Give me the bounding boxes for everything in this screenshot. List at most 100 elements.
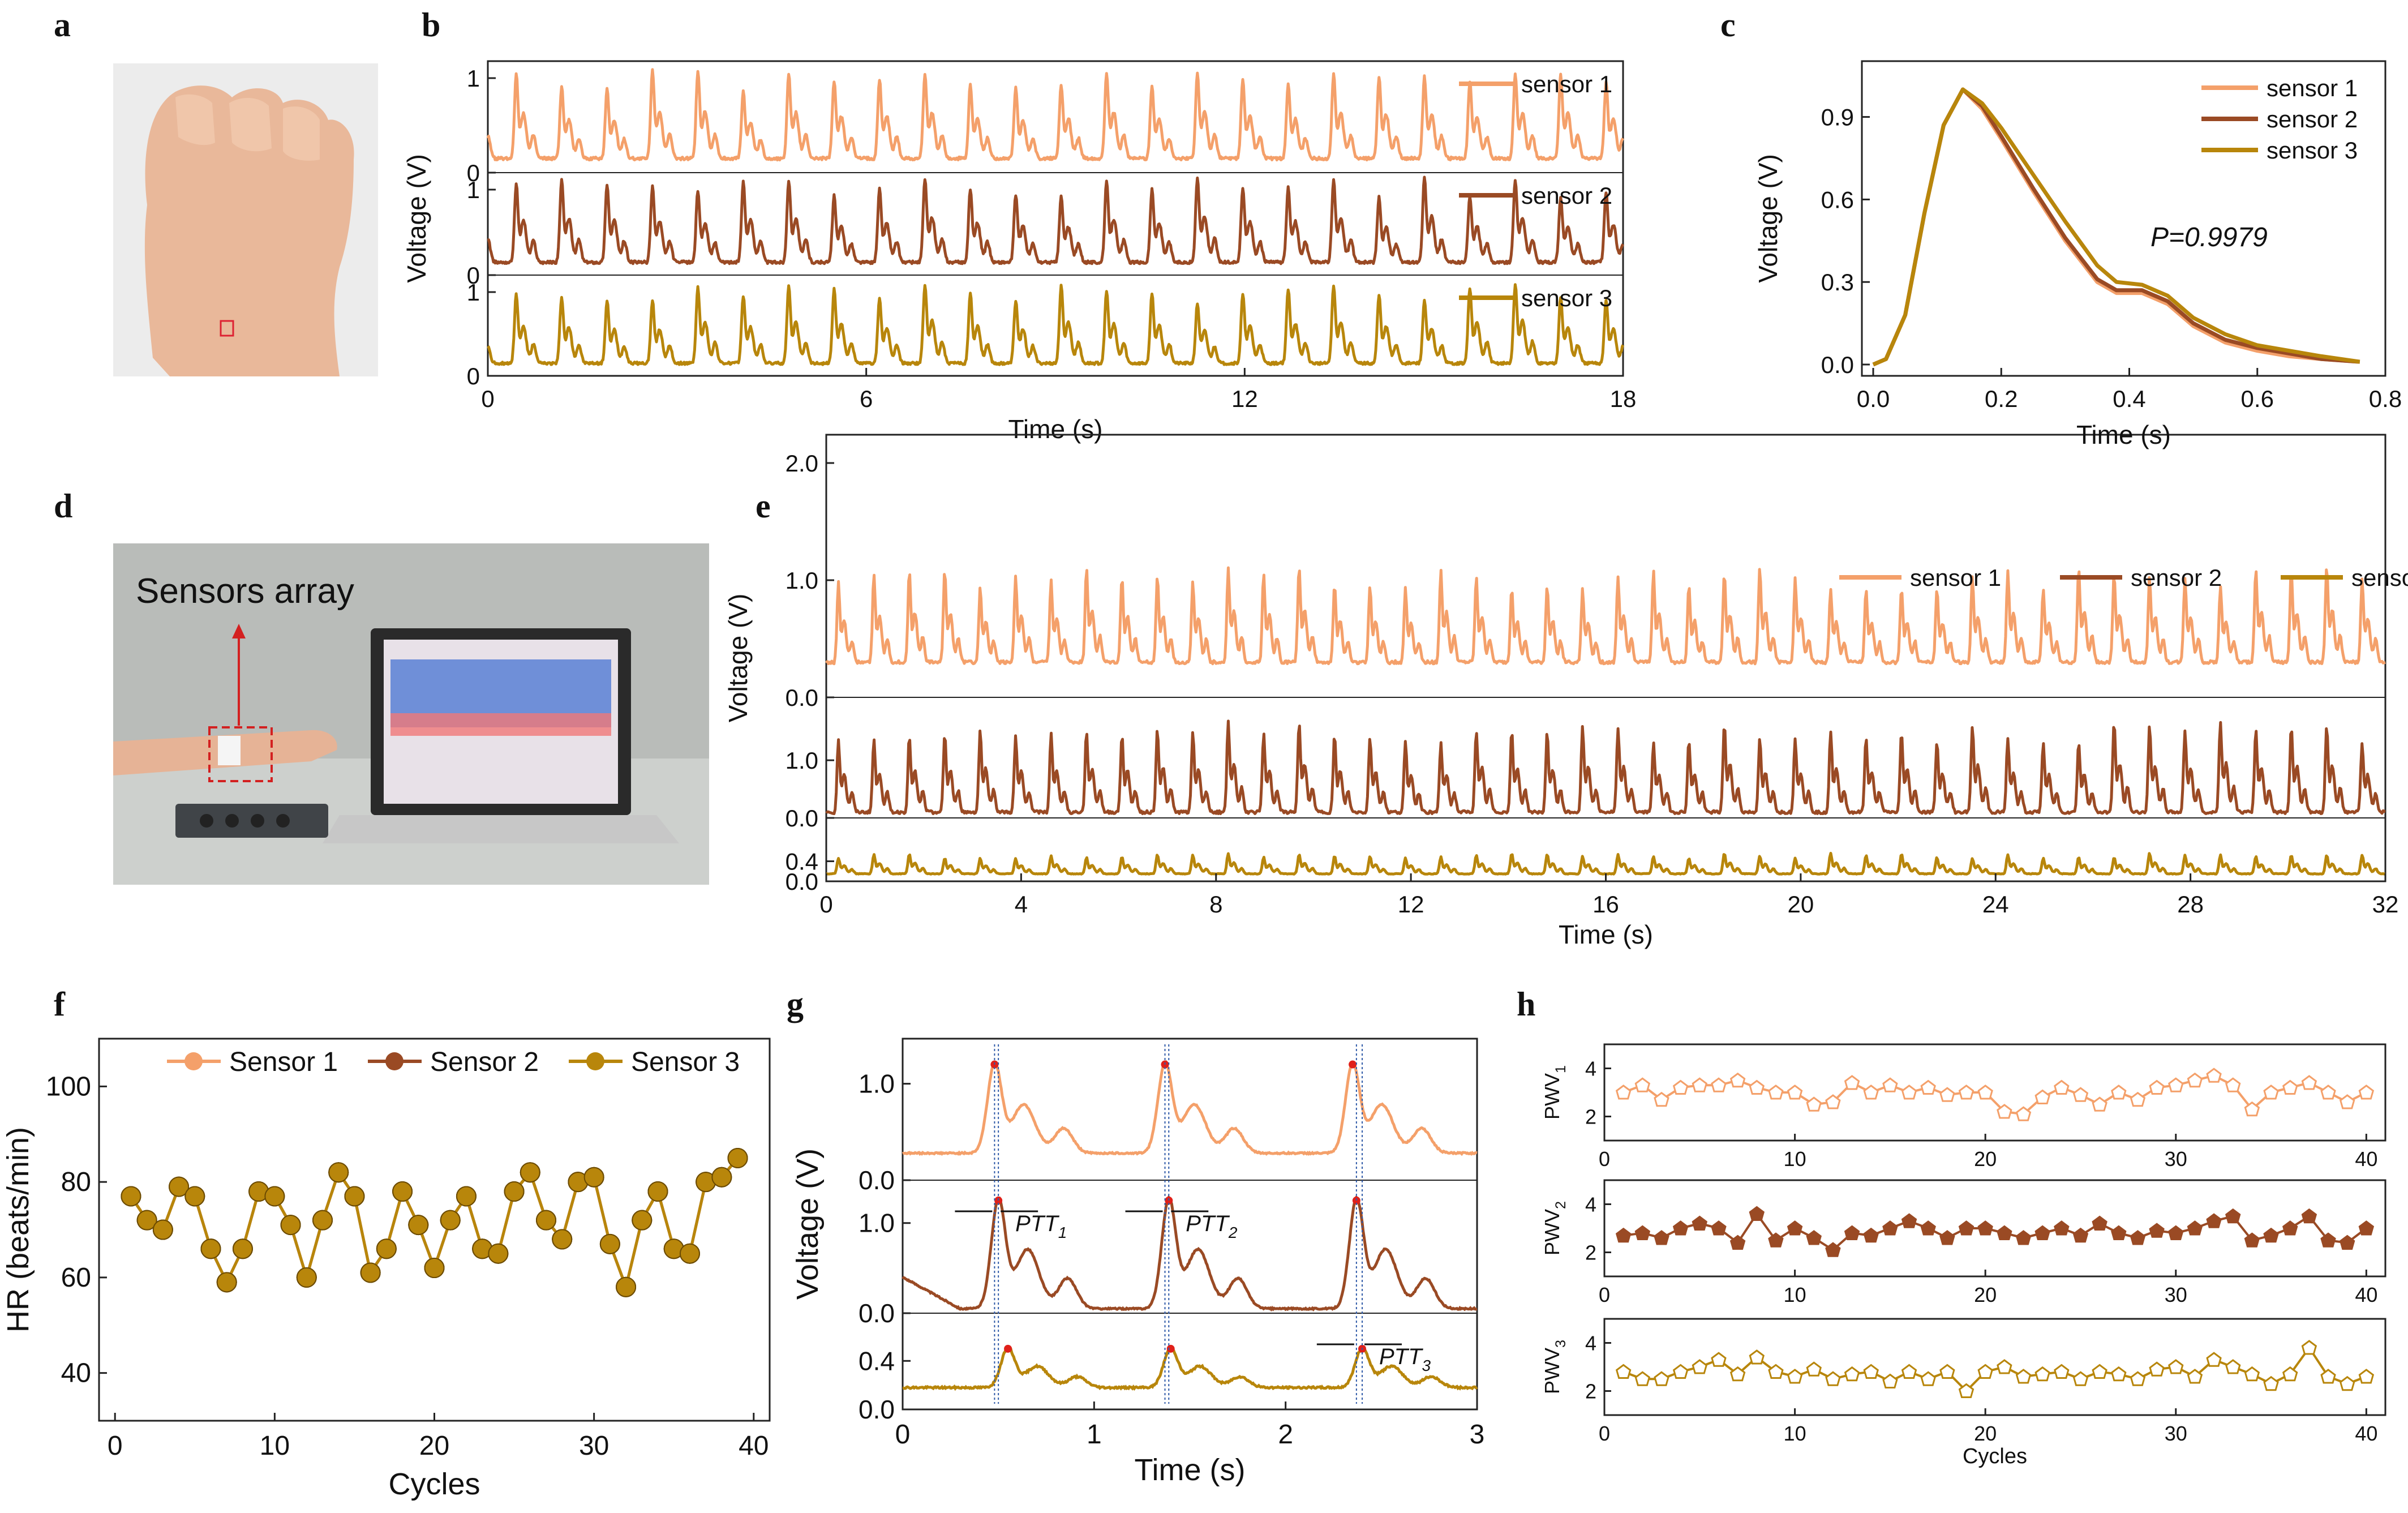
sensor-marker-box [220,320,234,337]
series-line-2 [487,175,1625,265]
panel-label-e: e [756,487,771,525]
p-value-annotation: P=0.9979 [2151,222,2268,252]
x-tick-label: 0 [895,1420,911,1450]
y-tick-label: 1.0 [786,747,818,774]
x-tick-label: 28 [2177,891,2204,918]
chart-c: 0.0 0.3 0.6 0.9 0.0 0.2 0.4 0.6 0.8 Time (s) Volta… [1753,60,2402,449]
data-point [136,1210,157,1231]
data-point [121,1186,141,1207]
data-point [2339,1235,2355,1250]
data-point [216,1272,237,1293]
plot-frame [1603,1318,2386,1416]
x-tick-label: 18 [1610,385,1637,412]
data-point [344,1186,365,1207]
y-tick-label: 40 [61,1358,91,1388]
data-point [1749,1206,1765,1221]
data-point [440,1210,461,1231]
series-line [1623,1211,2367,1251]
series-line-1 [825,566,2386,666]
y-tick-label: 0 [467,160,480,186]
panel-label-d: d [54,487,73,525]
data-point [1692,1215,1708,1231]
x-axis-label: Cycles [1963,1445,2027,1468]
data-point [264,1186,285,1207]
y-tick-label: 0.0 [859,1395,895,1424]
data-point [1825,1242,1841,1257]
legend-label: sensor 1 [1910,564,2001,591]
data-point [1958,1220,1975,1236]
data-point [583,1167,604,1188]
data-point [2054,1079,2070,1095]
data-point [1939,1364,1955,1379]
x-tick-label: 40 [2355,1147,2377,1171]
photo-setup: Sensors array [113,543,709,885]
data-point [2225,1359,2241,1374]
data-point [2263,1085,2279,1100]
data-point [376,1238,397,1259]
series-line-3 [826,851,2386,876]
data-point [1729,1366,1746,1382]
data-point [2149,1361,2165,1377]
data-point [2015,1369,2032,1384]
data-point [1882,1077,1898,1092]
data-point [1749,1349,1765,1365]
x-tick-label: 10 [1784,1147,1806,1171]
legend-label: sensor 3 [2267,137,2358,164]
x-tick-label: 32 [2372,891,2399,918]
y-tick-label: 1.0 [786,567,818,594]
series-line-3 [487,283,1625,366]
y-tick-label: 2 [1585,1380,1596,1403]
y-tick-label: 0 [467,363,480,389]
data-point [1806,1096,1822,1112]
data-point [2092,1364,2107,1379]
data-point [2149,1223,2165,1238]
series-line-3 [903,1345,1478,1391]
sensor-array-box [208,726,273,782]
y-tick-label: 4 [1585,1332,1596,1355]
data-point [1977,1220,1993,1236]
data-point [2206,1352,2222,1367]
data-point [2015,1106,2032,1121]
y-axis-label: PWV1 [1540,1065,1569,1120]
y-tick-label: 1 [467,177,480,203]
data-point [1711,1352,1727,1367]
legend-label: sensor 1 [1521,71,1612,97]
legend-label: sensor 3 [1521,285,1612,311]
ptt-label: PTT2 [1186,1211,1238,1241]
data-point [1654,1371,1669,1386]
series-line-3 [1872,87,2360,367]
data-point [2054,1364,2070,1379]
y-tick-label: 0.6 [1821,186,1854,213]
x-axis-label: Time (s) [1559,920,1653,949]
peak-marker [1349,1060,1357,1069]
y-tick-label: 0.4 [786,848,818,875]
data-point [2034,1225,2050,1240]
x-tick-label: 10 [260,1431,290,1461]
x-tick-label: 30 [2165,1147,2187,1171]
series-line [1622,1345,2367,1393]
x-tick-label: 0 [1599,1147,1610,1171]
data-point [2168,1077,2184,1092]
data-point [616,1276,637,1297]
x-tick-label: 0.8 [2369,385,2402,412]
data-point [2072,1371,2089,1386]
y-axis-label: Voltage (V) [791,1148,825,1300]
y-tick-label: 1.0 [859,1208,895,1238]
data-point [2092,1096,2107,1112]
x-tick-label: 4 [1015,891,1028,918]
data-point [1729,1235,1746,1250]
ptt-label: PTT1 [1015,1211,1067,1241]
legend-label: Sensor 3 [631,1047,740,1077]
data-point [727,1147,748,1168]
x-tick-label: 12 [1398,891,1424,918]
data-point [2263,1375,2279,1391]
data-point [2282,1366,2298,1382]
x-tick-label: 3 [1470,1420,1485,1450]
data-point [312,1210,333,1231]
x-tick-label: 2 [1278,1420,1293,1450]
data-point [1882,1220,1898,1236]
x-tick-label: 30 [579,1431,609,1461]
series-line-1 [486,68,1625,162]
data-point [1825,1371,1841,1386]
y-tick-label: 1 [467,65,480,92]
